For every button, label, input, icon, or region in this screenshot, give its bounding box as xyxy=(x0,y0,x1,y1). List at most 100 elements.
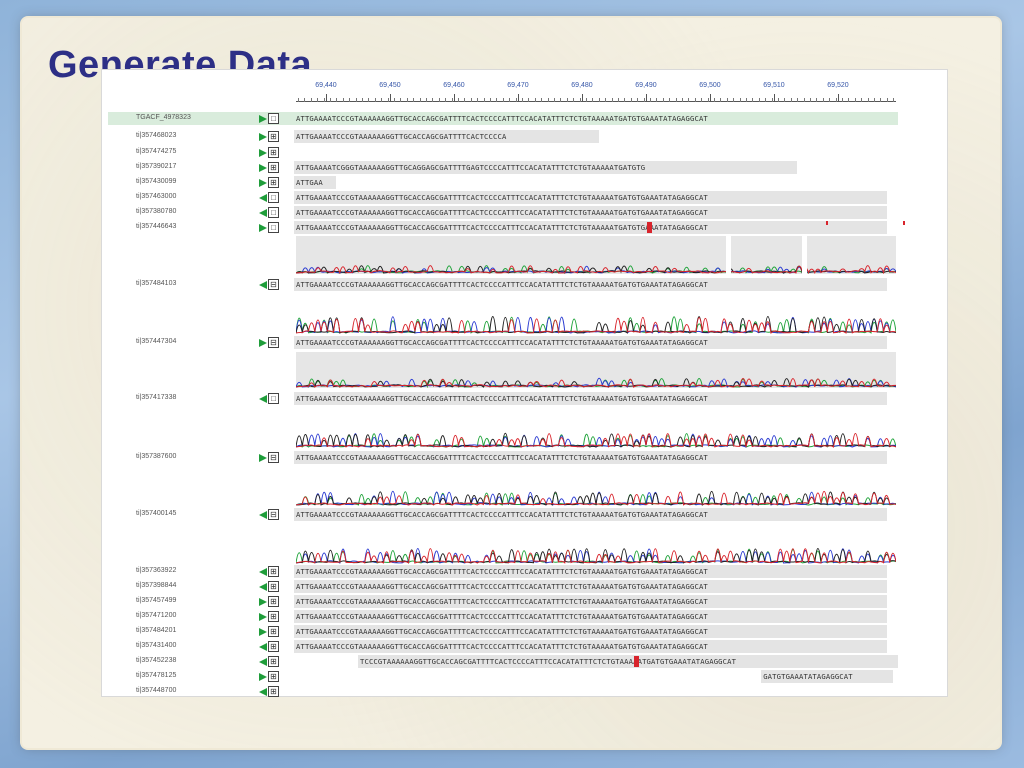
read-row[interactable]: ti|357398844 ⊞ ATTGAAAATCCCGTAAAAAAGGTTGCA… xyxy=(108,580,898,593)
forward-strand-arrow-icon[interactable] xyxy=(259,132,267,141)
read-row[interactable]: ti|357447304 ⊟ ATTGAAAATCCCGTAAAAAAGGTTGCA… xyxy=(108,336,898,349)
mismatch-marker xyxy=(647,222,652,233)
expand-toggle-icon[interactable]: ⊞ xyxy=(268,641,279,652)
read-row[interactable]: ti|357363922 ⊞ ATTGAAAATCCCGTAAAAAAGGTTGCA… xyxy=(108,565,898,578)
ruler-minor-tick xyxy=(707,98,709,102)
ruler-major-tick xyxy=(454,94,455,102)
reverse-strand-arrow-icon[interactable] xyxy=(259,687,267,696)
ruler-minor-tick xyxy=(522,98,523,102)
forward-strand-arrow-icon[interactable] xyxy=(259,178,267,187)
read-sequence: ATTGAAAATCCCGTAAAAAAGGTTGCACCAGCGATTTTCA… xyxy=(296,208,708,217)
sequence-bar xyxy=(294,640,887,653)
reverse-strand-arrow-icon[interactable] xyxy=(259,657,267,666)
forward-strand-arrow-icon[interactable] xyxy=(259,672,267,681)
read-name: ti|357471200 xyxy=(136,612,177,619)
ruler-minor-tick xyxy=(637,98,639,102)
trace-channel xyxy=(296,548,896,564)
read-name: ti|357431400 xyxy=(136,642,177,649)
expand-toggle-icon[interactable]: □ xyxy=(268,393,279,404)
forward-strand-arrow-icon[interactable] xyxy=(259,163,267,172)
ruler-minor-tick xyxy=(598,98,600,102)
read-sequence: ATTGAAAATCCCGTAAAAAAGGTTGCACCAGCGATTTTCA… xyxy=(296,338,708,347)
ruler-minor-tick xyxy=(893,98,895,102)
expand-toggle-icon[interactable]: ⊞ xyxy=(268,566,279,577)
expand-toggle-icon[interactable]: □ xyxy=(268,207,279,218)
chromatogram-trace xyxy=(296,377,896,388)
ruler-label: 69,490 xyxy=(635,82,657,89)
reverse-strand-arrow-icon[interactable] xyxy=(259,193,267,202)
read-name: ti|357478125 xyxy=(136,672,177,679)
reverse-strand-arrow-icon[interactable] xyxy=(259,280,267,289)
read-row[interactable]: ti|357448700 ⊞ xyxy=(108,685,898,698)
read-row[interactable]: ti|357380780 □ ATTGAAAATCCCGTAAAAAAGGTTGCA… xyxy=(108,206,898,219)
ruler-minor-tick xyxy=(586,98,587,102)
expand-toggle-icon[interactable]: ⊟ xyxy=(268,337,279,348)
expand-toggle-icon[interactable]: ⊞ xyxy=(268,626,279,637)
expand-toggle-icon[interactable]: ⊞ xyxy=(268,611,279,622)
expand-toggle-icon[interactable]: ⊞ xyxy=(268,596,279,607)
read-row[interactable]: ti|357400145 ⊟ ATTGAAAATCCCGTAAAAAAGGTTGCA… xyxy=(108,508,898,521)
read-name: ti|357448700 xyxy=(136,687,177,694)
trace-gap xyxy=(802,236,807,274)
reverse-strand-arrow-icon[interactable] xyxy=(259,208,267,217)
read-row[interactable]: ti|357390217 ⊞ ATTGAAAATCGGGTAAAAAAGGTTGCA… xyxy=(108,161,898,174)
forward-strand-arrow-icon[interactable] xyxy=(259,148,267,157)
expand-toggle-icon[interactable]: ⊞ xyxy=(268,581,279,592)
expand-toggle-icon[interactable]: ⊞ xyxy=(268,162,279,173)
forward-strand-arrow-icon[interactable] xyxy=(259,597,267,606)
ruler-minor-tick xyxy=(797,98,799,102)
expand-toggle-icon[interactable]: □ xyxy=(268,113,279,124)
ruler-minor-tick xyxy=(803,98,805,102)
read-row[interactable]: ti|357484201 ⊞ ATTGAAAATCCCGTAAAAAAGGTTGCA… xyxy=(108,625,898,638)
forward-strand-arrow-icon[interactable] xyxy=(259,612,267,621)
read-row[interactable]: ti|357417338 □ ATTGAAAATCCCGTAAAAAAGGTTGCA… xyxy=(108,392,898,405)
ruler-minor-tick xyxy=(739,98,741,102)
expand-toggle-icon[interactable]: ⊞ xyxy=(268,686,279,697)
expand-toggle-icon[interactable]: ⊞ xyxy=(268,131,279,142)
row-controls: ⊞ xyxy=(259,177,279,188)
forward-strand-arrow-icon[interactable] xyxy=(259,114,267,123)
mismatch-marker xyxy=(634,656,640,667)
forward-strand-arrow-icon[interactable] xyxy=(259,338,267,347)
expand-toggle-icon[interactable]: □ xyxy=(268,192,279,203)
read-row[interactable]: ti|357478125 ⊞ GATGTGAAATATAGAGGCAT xyxy=(108,670,898,683)
expand-toggle-icon[interactable]: □ xyxy=(268,222,279,233)
ruler-minor-tick xyxy=(701,98,703,102)
forward-strand-arrow-icon[interactable] xyxy=(259,627,267,636)
expand-toggle-icon[interactable]: ⊞ xyxy=(268,177,279,188)
read-row[interactable]: ti|357484103 ⊟ ATTGAAAATCCCGTAAAAAAGGTTGCA… xyxy=(108,278,898,291)
reference-row[interactable]: TGACF_4978323 □ ATTGAAAATCCCGTAAAAAAGGTTGC… xyxy=(108,112,898,125)
expand-toggle-icon[interactable]: ⊞ xyxy=(268,147,279,158)
forward-strand-arrow-icon[interactable] xyxy=(259,453,267,462)
reverse-strand-arrow-icon[interactable] xyxy=(259,510,267,519)
row-controls: □ xyxy=(259,192,279,203)
ruler-major-tick xyxy=(710,94,711,102)
reverse-strand-arrow-icon[interactable] xyxy=(259,582,267,591)
read-row[interactable]: ti|357457499 ⊞ ATTGAAAATCCCGTAAAAAAGGTTGCA… xyxy=(108,595,898,608)
read-row[interactable]: ti|357452238 ⊞ TCCCGTAAAAAAGGTTGCACCAGCGAT… xyxy=(108,655,898,668)
read-row[interactable]: ti|357446643 □ ATTGAAAATCCCGTAAAAAAGGTTGCA… xyxy=(108,221,905,234)
reverse-strand-arrow-icon[interactable] xyxy=(259,394,267,403)
forward-strand-arrow-icon[interactable] xyxy=(259,223,267,232)
reverse-strand-arrow-icon[interactable] xyxy=(259,642,267,651)
expand-toggle-icon[interactable]: ⊟ xyxy=(268,509,279,520)
trace-channel xyxy=(296,265,896,274)
read-row[interactable]: ti|357463000 □ ATTGAAAATCCCGTAAAAAAGGTTGCA… xyxy=(108,191,898,204)
read-row[interactable]: ti|357468023 ⊞ ATTGAAAATCCCGTAAAAAAGGTTGCA… xyxy=(108,130,898,143)
read-sequence: ATTGAA xyxy=(296,178,323,187)
read-row[interactable]: ti|357387600 ⊟ ATTGAAAATCCCGTAAAAAAGGTTGCA… xyxy=(108,451,898,464)
expand-toggle-icon[interactable]: ⊟ xyxy=(268,279,279,290)
read-row[interactable]: ti|357430099 ⊞ ATTGAA xyxy=(108,176,898,189)
read-row[interactable]: ti|357474275 ⊞ xyxy=(108,146,898,159)
expand-toggle-icon[interactable]: ⊞ xyxy=(268,671,279,682)
row-controls: ⊟ xyxy=(259,509,279,520)
reverse-strand-arrow-icon[interactable] xyxy=(259,567,267,576)
read-row[interactable]: ti|357431400 ⊞ ATTGAAAATCCCGTAAAAAAGGTTGCA… xyxy=(108,640,898,653)
read-row[interactable]: ti|357471200 ⊞ ATTGAAAATCCCGTAAAAAAGGTTGCA… xyxy=(108,610,898,623)
expand-toggle-icon[interactable]: ⊟ xyxy=(268,452,279,463)
sequence-bar xyxy=(761,670,894,683)
ruler-minor-tick xyxy=(394,98,395,102)
expand-toggle-icon[interactable]: ⊞ xyxy=(268,656,279,667)
row-controls: ⊟ xyxy=(259,452,279,463)
ruler-minor-tick xyxy=(387,98,389,102)
